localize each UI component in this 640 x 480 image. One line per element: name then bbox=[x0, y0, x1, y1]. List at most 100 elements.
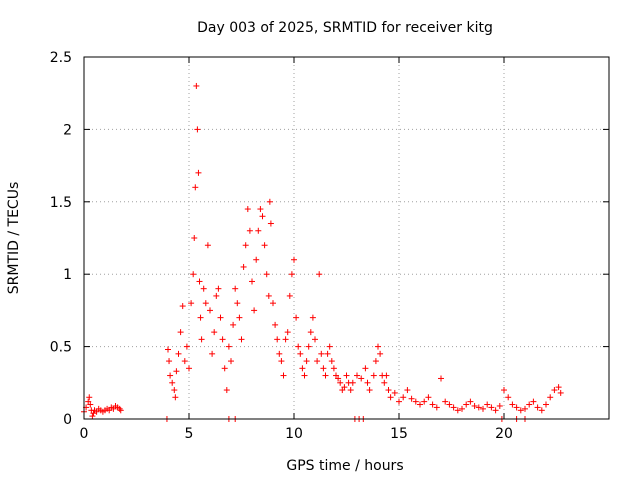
data-point bbox=[324, 350, 331, 357]
data-point bbox=[223, 387, 230, 394]
data-point bbox=[282, 336, 289, 343]
data-point bbox=[387, 394, 394, 401]
x-tick-label: 0 bbox=[80, 426, 89, 442]
data-point bbox=[165, 346, 171, 353]
data-point bbox=[404, 387, 411, 394]
data-point bbox=[217, 314, 224, 321]
data-point bbox=[171, 387, 178, 394]
data-point bbox=[255, 227, 262, 234]
data-point bbox=[175, 350, 182, 357]
y-tick-label: 0 bbox=[63, 412, 72, 428]
data-point bbox=[225, 343, 232, 350]
data-point bbox=[446, 401, 453, 408]
data-point bbox=[303, 358, 310, 365]
data-point bbox=[372, 358, 379, 365]
data-point bbox=[167, 372, 174, 379]
data-point bbox=[421, 398, 428, 405]
data-point bbox=[417, 401, 423, 408]
data-point bbox=[234, 300, 241, 307]
data-point bbox=[328, 358, 335, 365]
x-axis-label: GPS time / hours bbox=[286, 458, 403, 474]
data-point bbox=[228, 358, 234, 365]
y-tick-label: 0.5 bbox=[50, 340, 72, 356]
data-point bbox=[496, 402, 503, 409]
data-point bbox=[454, 407, 461, 414]
data-point bbox=[191, 235, 198, 241]
data-point bbox=[238, 336, 245, 343]
data-point bbox=[204, 242, 211, 249]
data-point bbox=[341, 384, 348, 391]
data-point bbox=[207, 307, 213, 314]
data-point bbox=[318, 350, 325, 357]
data-point bbox=[309, 314, 316, 321]
data-point bbox=[274, 336, 281, 343]
data-point bbox=[480, 405, 486, 412]
data-point bbox=[396, 398, 402, 405]
data-point bbox=[240, 263, 247, 270]
data-point bbox=[538, 407, 545, 414]
data-point bbox=[232, 285, 239, 292]
data-point bbox=[335, 375, 342, 382]
data-point bbox=[215, 285, 222, 292]
data-point bbox=[288, 271, 295, 278]
data-point bbox=[89, 413, 96, 420]
data-point bbox=[230, 321, 237, 328]
x-tick-label: 10 bbox=[285, 426, 303, 442]
data-point bbox=[261, 242, 268, 249]
data-point bbox=[530, 398, 537, 405]
data-point bbox=[173, 368, 180, 375]
data-point bbox=[400, 394, 407, 401]
data-point bbox=[213, 292, 220, 299]
data-point bbox=[186, 365, 192, 372]
data-point bbox=[467, 398, 474, 405]
data-point bbox=[87, 401, 94, 408]
data-point bbox=[534, 404, 541, 411]
data-point bbox=[196, 278, 203, 285]
data-point bbox=[337, 379, 344, 386]
data-point bbox=[197, 314, 204, 321]
data-point bbox=[272, 321, 279, 328]
data-point bbox=[475, 404, 482, 411]
data-point bbox=[293, 314, 300, 321]
y-tick-label: 1.5 bbox=[50, 195, 72, 211]
data-point bbox=[471, 402, 478, 409]
data-point bbox=[251, 307, 258, 314]
data-point bbox=[377, 350, 384, 357]
x-tick-label: 15 bbox=[390, 426, 408, 442]
data-point bbox=[385, 387, 392, 394]
data-point bbox=[276, 350, 283, 357]
data-point bbox=[166, 358, 173, 365]
data-point bbox=[267, 220, 274, 227]
data-point bbox=[291, 256, 297, 263]
data-point bbox=[195, 169, 202, 176]
data-point bbox=[219, 336, 226, 343]
data-point bbox=[177, 329, 184, 336]
data-point bbox=[194, 126, 201, 133]
data-point bbox=[492, 407, 499, 414]
data-point bbox=[347, 387, 354, 394]
data-point bbox=[179, 303, 186, 310]
data-point bbox=[299, 365, 306, 372]
data-point bbox=[316, 271, 323, 278]
data-point bbox=[244, 206, 251, 213]
data-point bbox=[408, 395, 415, 402]
data-point bbox=[305, 343, 312, 350]
data-point bbox=[488, 404, 495, 411]
data-point bbox=[312, 336, 318, 343]
data-point bbox=[190, 271, 197, 278]
data-point bbox=[354, 372, 360, 379]
data-point bbox=[425, 394, 432, 401]
data-point bbox=[375, 343, 381, 350]
data-point bbox=[322, 372, 329, 379]
data-point bbox=[381, 379, 388, 386]
x-tick-label: 5 bbox=[185, 426, 194, 442]
data-point bbox=[221, 365, 228, 372]
data-point bbox=[383, 372, 390, 379]
data-point bbox=[266, 198, 273, 205]
data-point bbox=[286, 292, 293, 299]
data-point bbox=[181, 358, 188, 365]
data-point bbox=[242, 242, 249, 249]
data-point bbox=[209, 350, 216, 357]
data-point bbox=[249, 278, 255, 285]
